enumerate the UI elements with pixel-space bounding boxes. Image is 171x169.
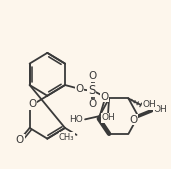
Text: O: O: [129, 115, 137, 125]
Text: O: O: [29, 99, 37, 109]
Text: HO: HO: [69, 115, 83, 124]
Text: OH: OH: [154, 105, 167, 114]
Text: O: O: [16, 135, 24, 144]
Text: OH: OH: [143, 100, 156, 109]
Text: O: O: [88, 71, 97, 81]
Text: CH₃: CH₃: [59, 132, 74, 142]
Text: S: S: [88, 84, 95, 97]
Text: OH: OH: [101, 113, 115, 122]
Text: O: O: [75, 84, 83, 94]
Text: O: O: [101, 92, 109, 102]
Text: O: O: [88, 99, 97, 109]
